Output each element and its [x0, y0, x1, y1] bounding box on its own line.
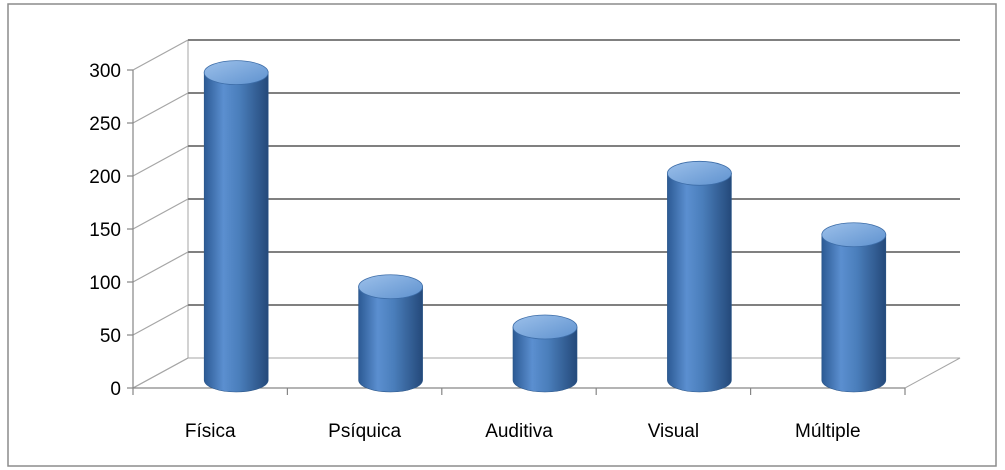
bar	[667, 160, 732, 393]
y-tick-label: 250	[89, 114, 121, 135]
bar	[358, 274, 424, 393]
x-tick-label: Psíquica	[328, 421, 401, 442]
y-tick-label: 50	[100, 326, 121, 347]
bars	[203, 60, 887, 393]
y-tick-label: 100	[89, 273, 121, 294]
y-tick-label: 0	[110, 379, 121, 400]
x-tick-label: Múltiple	[795, 421, 860, 442]
y-tick-label: 300	[89, 61, 121, 82]
gridline-side	[132, 304, 189, 336]
x-tick-label: Física	[185, 421, 236, 442]
y-tick-labels: 0 50 100 150 200 250 300	[89, 61, 121, 400]
y-tick-label: 200	[89, 167, 121, 188]
x-tick-label: Auditiva	[485, 421, 553, 442]
y-tick-label: 150	[89, 220, 121, 241]
gridline-side	[132, 39, 189, 71]
x-tick-labels: Física Psíquica Auditiva Visual Múltiple	[185, 421, 861, 442]
bar	[821, 222, 887, 393]
gridline-side	[132, 145, 189, 177]
gridline-side	[132, 357, 189, 389]
gridline-side	[132, 198, 189, 230]
bar	[203, 60, 269, 393]
bar	[512, 314, 578, 393]
gridline-side	[132, 92, 189, 124]
x-tick-label: Visual	[648, 421, 699, 442]
gridline-side	[132, 251, 189, 283]
axes	[127, 69, 906, 395]
